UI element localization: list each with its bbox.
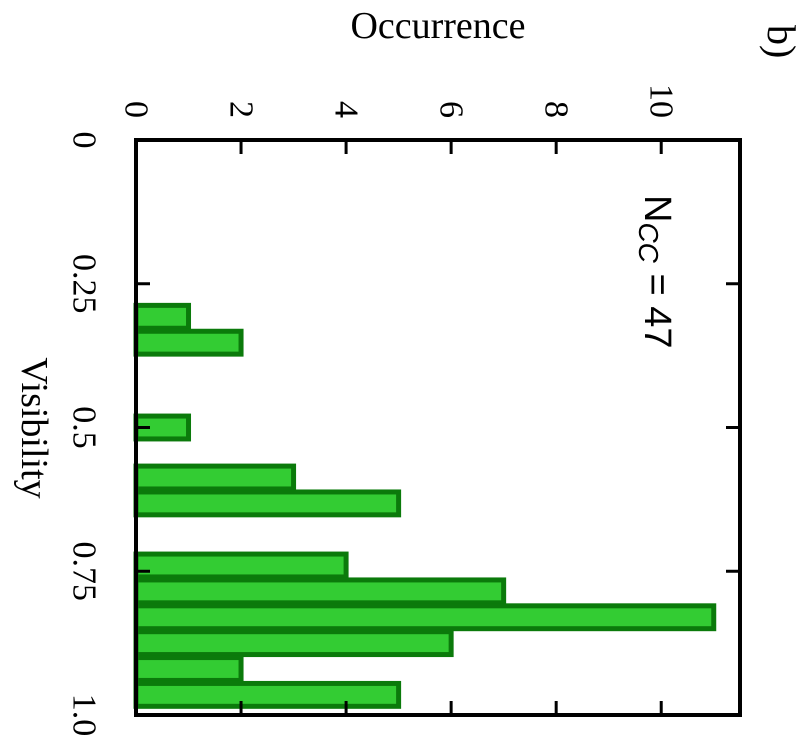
panel-label: b) [759,25,804,58]
sample-count-annotation: NCC = 47 [633,195,678,348]
y-tick-label-4: 8 [538,101,575,118]
bars-group [133,302,717,709]
bar-0 [133,302,192,331]
annotation-main: N [636,195,678,222]
y-tick-label-3: 6 [433,101,470,118]
bar-4 [133,489,402,518]
bar-1 [133,328,244,357]
bar-8 [133,629,454,658]
y-tick-label-1: 2 [223,101,260,118]
y-axis-title: Occurrence [350,5,525,47]
x-tick-label-0: 0 [66,132,103,149]
annotation-subscript: CC [633,222,664,263]
x-tick-label-2: 0.5 [66,406,103,449]
bar-7 [133,603,717,632]
bar-9 [133,655,244,683]
ticks-group [136,140,740,715]
tick-labels-group: 0 2 4 6 8 10 0 0.25 0.5 0.75 1.0 [66,84,680,736]
y-tick-label-0: 0 [118,101,155,118]
x-tick-label-1: 0.25 [66,254,103,314]
bar-5 [133,551,349,580]
x-tick-label-4: 1.0 [66,694,103,737]
annotation-value: = 47 [636,263,678,349]
bar-3 [133,463,297,492]
y-tick-label-5: 10 [643,84,680,118]
bar-10 [133,680,402,709]
x-axis-title: Visibility [13,357,55,498]
y-tick-label-2: 4 [328,101,365,118]
bar-6 [133,577,507,606]
x-tick-label-3: 0.75 [66,542,103,602]
